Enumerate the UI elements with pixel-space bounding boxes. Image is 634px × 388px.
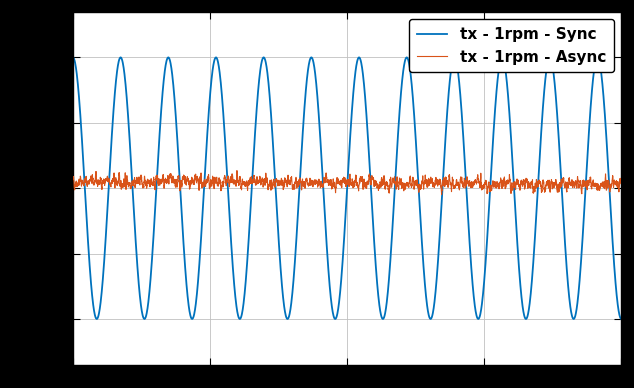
- tx - 1rpm - Async: [426, 179, 434, 184]
- tx - 1rpm - Sync: [69, 55, 77, 60]
- tx - 1rpm - Async: [521, 180, 528, 184]
- tx - 1rpm - Async: [169, 177, 176, 182]
- tx - 1rpm - Sync: [601, 116, 609, 121]
- tx - 1rpm - Async: [69, 176, 77, 181]
- tx - 1rpm - Sync: [501, 63, 508, 68]
- tx - 1rpm - Sync: [336, 296, 344, 300]
- tx - 1rpm - Async: [479, 187, 486, 191]
- Line: tx - 1rpm - Async: tx - 1rpm - Async: [73, 171, 621, 194]
- tx - 1rpm - Async: [398, 185, 406, 190]
- tx - 1rpm - Async: [279, 179, 287, 184]
- tx - 1rpm - Sync: [602, 120, 609, 125]
- tx - 1rpm - Async: [618, 178, 625, 182]
- tx - 1rpm - Async: [233, 168, 241, 173]
- tx - 1rpm - Async: [438, 192, 446, 197]
- tx - 1rpm - Sync: [618, 317, 625, 321]
- tx - 1rpm - Sync: [321, 216, 329, 220]
- Legend: tx - 1rpm - Sync, tx - 1rpm - Async: tx - 1rpm - Sync, tx - 1rpm - Async: [410, 19, 614, 72]
- tx - 1rpm - Sync: [97, 298, 105, 302]
- Line: tx - 1rpm - Sync: tx - 1rpm - Sync: [73, 57, 621, 319]
